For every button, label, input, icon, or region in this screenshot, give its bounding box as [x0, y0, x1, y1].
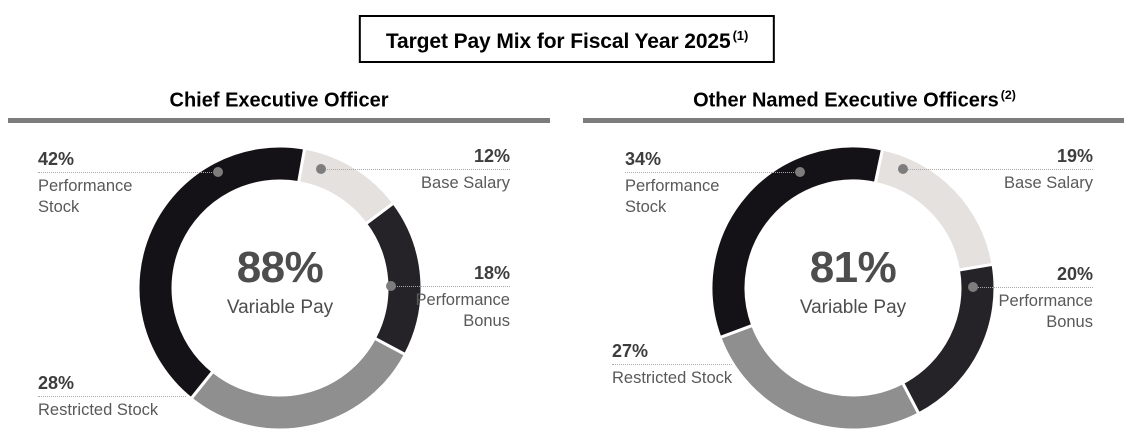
callout-label-performance-bonus: Performance Bonus — [998, 292, 1093, 331]
callout-value-base-salary: 19% — [1056, 146, 1093, 166]
center-label: Variable Pay — [799, 297, 907, 318]
callout-value-performance-stock: 34% — [625, 149, 662, 169]
callout-label-restricted-stock: Restricted Stock — [612, 369, 733, 387]
leader-line-performance-bonus — [391, 286, 510, 287]
marker-dot-performance-bonus — [386, 281, 396, 291]
callout-value-restricted-stock: 27% — [612, 341, 649, 361]
figure-title-box: Target Pay Mix for Fiscal Year 2025 (1) — [358, 15, 776, 63]
neo-panel-heading: Other Named Executive Officers (2) — [575, 81, 1134, 115]
callout-value-performance-bonus: 18% — [473, 263, 510, 283]
heading-rule — [8, 118, 550, 123]
center-value: 81% — [809, 243, 897, 292]
marker-dot-performance-stock — [795, 167, 805, 177]
neo-panel: Other Named Executive Officers (2) — [575, 75, 1134, 125]
donut-center-text: 81% Variable Pay — [743, 244, 963, 320]
leader-line-performance-bonus — [973, 287, 1093, 288]
leader-line-restricted-stock — [612, 364, 740, 365]
center-value: 88% — [236, 243, 324, 292]
leader-line-restricted-stock — [38, 396, 200, 397]
neo-panel-footnote-ref: (2) — [1000, 88, 1016, 102]
donut-segment-restricted-stock — [717, 323, 921, 432]
callout-value-restricted-stock: 28% — [38, 373, 75, 393]
callout-label-restricted-stock: Restricted Stock — [38, 401, 159, 419]
marker-dot-performance-bonus — [968, 282, 978, 292]
ceo-panel: Chief Executive Officer — [0, 75, 560, 125]
leader-line-performance-stock — [38, 172, 218, 173]
ceo-panel-heading-text: Chief Executive Officer — [169, 89, 389, 112]
donut-segment-performance-stock — [709, 144, 885, 340]
callout-label-performance-stock: Performance Stock — [38, 177, 133, 216]
callout-value-performance-stock: 42% — [38, 149, 75, 169]
heading-rule — [583, 118, 1124, 123]
callout-label-performance-stock: Performance Stock — [625, 177, 720, 216]
donut-center-text: 88% Variable Pay — [170, 244, 390, 320]
figure-title-footnote-ref: (1) — [732, 28, 749, 43]
leader-line-base-salary — [321, 169, 510, 170]
leader-line-base-salary — [903, 169, 1093, 170]
center-label: Variable Pay — [226, 297, 334, 318]
figure-title: Target Pay Mix for Fiscal Year 2025 — [385, 30, 731, 53]
donut-segment-restricted-stock — [188, 336, 408, 432]
chief-executive-officer-donut-svg — [136, 144, 424, 432]
other-named-executive-officers-donut-svg — [709, 144, 997, 432]
ceo-panel-heading: Chief Executive Officer — [0, 81, 560, 115]
callout-label-performance-bonus: Performance Bonus — [415, 291, 510, 330]
marker-dot-performance-stock — [213, 167, 223, 177]
callout-value-base-salary: 12% — [473, 146, 510, 166]
callout-value-performance-bonus: 20% — [1056, 264, 1093, 284]
callout-label-base-salary: Base Salary — [1004, 174, 1093, 192]
leader-line-performance-stock — [625, 172, 800, 173]
donut-segment-performance-stock — [136, 144, 307, 401]
marker-dot-base-salary — [316, 164, 326, 174]
neo-panel-heading-text: Other Named Executive Officers — [693, 89, 999, 112]
marker-dot-base-salary — [898, 164, 908, 174]
callout-label-base-salary: Base Salary — [421, 174, 510, 192]
